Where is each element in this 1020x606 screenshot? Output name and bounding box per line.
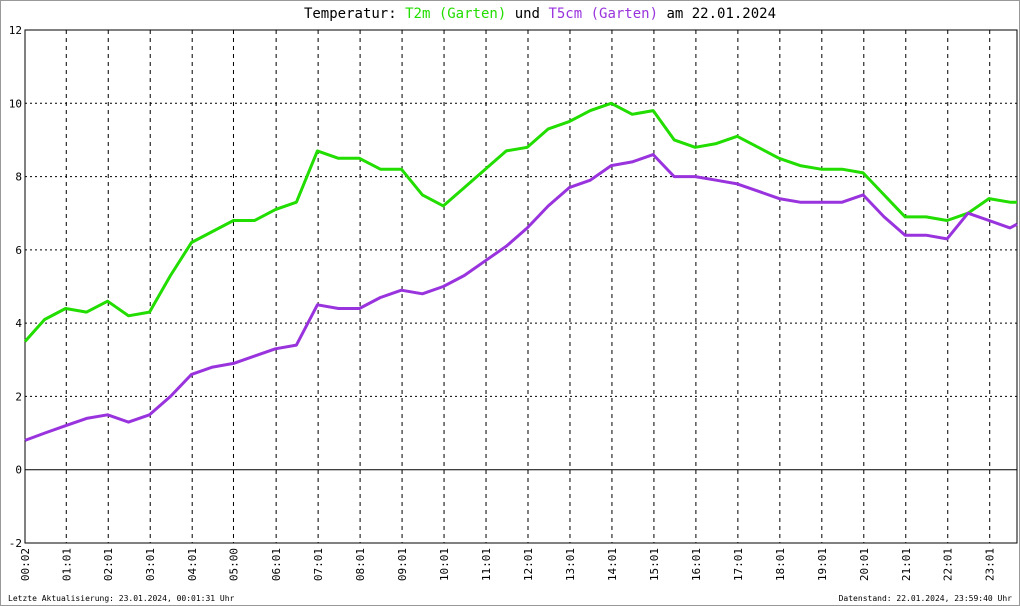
y-tick-label: 10 [9,97,22,110]
x-tick-label: 11:01 [480,548,493,581]
legend-entry: T5cm (Garten) [548,6,658,22]
x-tick-label: 06:01 [270,548,283,581]
x-tick-label: 19:01 [816,548,829,581]
x-tick-label: 02:01 [102,548,115,581]
x-tick-label: 20:01 [858,548,871,581]
x-tick-label: 03:01 [144,548,157,581]
x-tick-label: 01:01 [60,548,73,581]
x-tick-label: 09:01 [396,548,409,581]
x-tick-label: 16:01 [690,548,703,581]
y-tick-label: -2 [9,537,22,550]
x-tick-label: 18:01 [774,548,787,581]
title-part: und [515,6,540,22]
x-tick-label: 05:00 [227,548,240,581]
x-tick-label: 23:01 [984,548,997,581]
x-tick-label: 12:01 [522,548,535,581]
chart-title: Temperatur: T2m (Garten) und T5cm (Garte… [304,6,776,22]
footer-right: Datenstand: 22.01.2024, 23:59:40 Uhr [839,594,1013,603]
y-tick-label: 2 [15,390,22,403]
y-tick-label: 8 [15,171,22,184]
line-series [24,153,1018,442]
y-tick-label: 12 [9,24,22,37]
y-tick-label: 6 [15,244,22,257]
x-tick-label: 08:01 [354,548,367,581]
y-tick-label: 4 [15,317,22,330]
x-tick-label: 21:01 [900,548,913,581]
legend-entry: T2m (Garten) [405,6,506,22]
x-tick-label: 15:01 [648,548,661,581]
x-tick-label: 10:01 [438,548,451,581]
x-tick-label: 00:02 [19,548,32,581]
footer-left: Letzte Aktualisierung: 23.01.2024, 00:01… [8,594,235,603]
x-tick-label: 04:01 [186,548,199,581]
x-tick-label: 14:01 [606,548,619,581]
y-tick-label: 0 [15,464,22,477]
title-part: am 22.01.2024 [666,6,776,22]
x-tick-label: 07:01 [312,548,325,581]
x-tick-label: 22:01 [942,548,955,581]
x-tick-label: 17:01 [732,548,745,581]
x-tick-label: 13:01 [564,548,577,581]
title-part: Temperatur: [304,6,397,22]
line-series [23,101,1017,343]
